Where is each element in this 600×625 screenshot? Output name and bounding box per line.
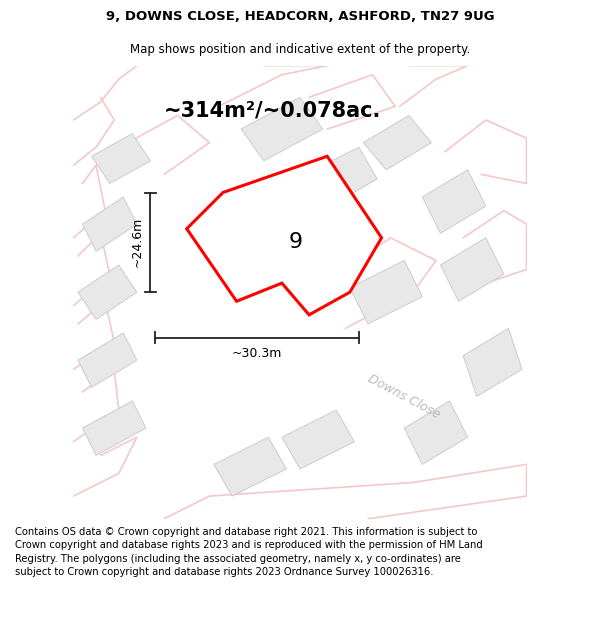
Text: 9, DOWNS CLOSE, HEADCORN, ASHFORD, TN27 9UG: 9, DOWNS CLOSE, HEADCORN, ASHFORD, TN27 … (106, 10, 494, 23)
Text: Contains OS data © Crown copyright and database right 2021. This information is : Contains OS data © Crown copyright and d… (15, 528, 483, 577)
Polygon shape (305, 147, 377, 211)
Polygon shape (422, 170, 486, 233)
Polygon shape (364, 116, 431, 170)
Text: Downs Close: Downs Close (366, 372, 443, 421)
Polygon shape (440, 238, 504, 301)
Text: Map shows position and indicative extent of the property.: Map shows position and indicative extent… (130, 42, 470, 56)
Polygon shape (282, 410, 355, 469)
Polygon shape (404, 401, 467, 464)
Text: ~314m²/~0.078ac.: ~314m²/~0.078ac. (164, 101, 382, 121)
Text: ~30.3m: ~30.3m (232, 346, 282, 359)
Text: 9: 9 (289, 232, 302, 253)
Polygon shape (214, 438, 286, 496)
Polygon shape (82, 197, 137, 251)
Polygon shape (92, 134, 151, 184)
Polygon shape (78, 333, 137, 388)
Polygon shape (350, 261, 422, 324)
Polygon shape (241, 98, 323, 161)
Text: ~24.6m: ~24.6m (131, 217, 143, 268)
Polygon shape (187, 156, 382, 315)
Polygon shape (82, 401, 146, 455)
Polygon shape (463, 329, 522, 396)
Polygon shape (78, 265, 137, 319)
